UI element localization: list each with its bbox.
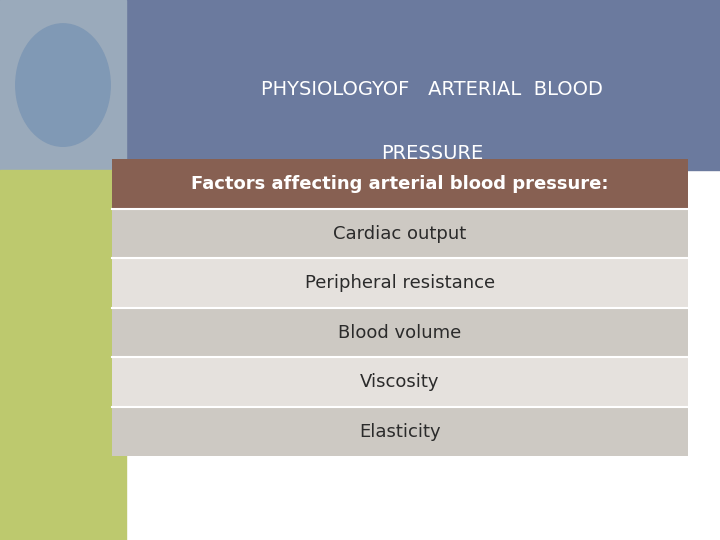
Bar: [112, 258, 688, 308]
Text: Peripheral resistance: Peripheral resistance: [305, 274, 495, 292]
Text: Factors affecting arterial blood pressure:: Factors affecting arterial blood pressur…: [191, 175, 608, 193]
Bar: [0, 0, 126, 170]
Bar: [0, 0, 720, 170]
Bar: [112, 209, 688, 258]
Bar: [112, 308, 688, 357]
Text: Cardiac output: Cardiac output: [333, 225, 467, 242]
Bar: [112, 357, 688, 407]
Text: PHYSIOLOGYOF   ARTERIAL  BLOOD: PHYSIOLOGYOF ARTERIAL BLOOD: [261, 79, 603, 99]
Bar: [0, 170, 126, 540]
Text: Blood volume: Blood volume: [338, 323, 462, 342]
Bar: [112, 407, 688, 456]
Text: Viscosity: Viscosity: [360, 373, 439, 391]
Text: PRESSURE: PRESSURE: [381, 144, 483, 164]
Ellipse shape: [16, 24, 110, 146]
Bar: [112, 159, 688, 209]
Text: Elasticity: Elasticity: [359, 422, 441, 441]
